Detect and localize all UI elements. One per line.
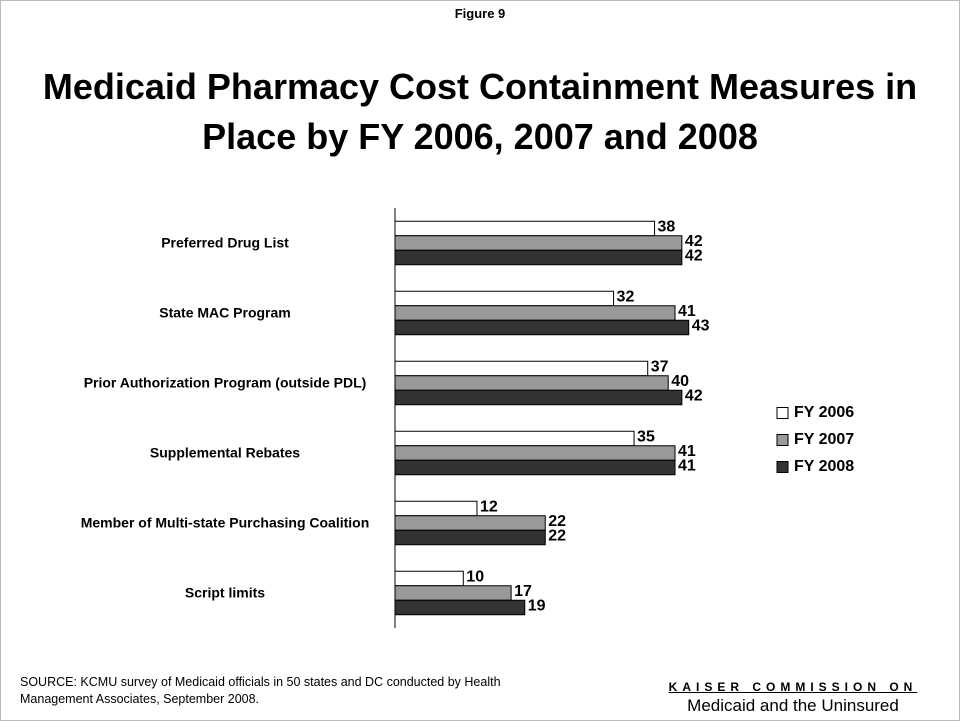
bar	[394, 430, 635, 447]
bar	[394, 220, 656, 237]
bar	[394, 500, 478, 517]
bar	[394, 290, 615, 307]
bar	[394, 585, 512, 601]
legend-label: FY 2008	[794, 458, 854, 475]
bar	[394, 235, 683, 251]
legend-label: FY 2007	[794, 431, 854, 448]
source-note: SOURCE: KCMU survey of Medicaid official…	[20, 675, 501, 706]
category-label: Preferred Drug List	[161, 234, 289, 251]
value-label: 22	[548, 513, 566, 530]
value-label: 42	[685, 233, 703, 250]
value-label: 41	[678, 458, 696, 475]
value-label: 12	[480, 499, 498, 516]
value-label: 41	[678, 303, 696, 320]
value-label: 32	[617, 289, 635, 306]
legend-swatch	[776, 461, 789, 473]
value-label: 35	[637, 429, 655, 446]
bar	[394, 599, 526, 616]
bar	[394, 360, 649, 377]
category-label: Prior Authorization Program (outside PDL…	[83, 374, 367, 391]
bar	[394, 529, 546, 546]
value-label: 40	[671, 373, 689, 390]
logo-bottom: Medicaid and the Uninsured	[687, 696, 899, 715]
bar	[394, 445, 676, 461]
legend-label: FY 2006	[794, 404, 854, 421]
bar	[394, 459, 676, 476]
category-label: Supplemental Rebates	[149, 444, 301, 461]
bar	[394, 570, 464, 587]
value-label: 37	[651, 359, 669, 376]
value-label: 42	[685, 388, 703, 405]
legend-swatch	[776, 434, 789, 446]
bar	[394, 249, 683, 266]
category-label: Member of Multi-state Purchasing Coaliti…	[80, 514, 370, 531]
legend-swatch	[776, 407, 789, 419]
category-label: State MAC Program	[159, 304, 291, 321]
value-label: 22	[548, 528, 566, 545]
value-label: 42	[685, 248, 703, 265]
value-label: 41	[678, 443, 696, 460]
figure-label: Figure 9	[454, 6, 506, 21]
value-label: 10	[466, 569, 484, 586]
bar	[394, 375, 669, 391]
value-label: 43	[692, 318, 710, 335]
value-label: 17	[514, 583, 532, 600]
category-label: Script limits	[184, 584, 266, 601]
value-label: 38	[658, 219, 676, 236]
chart-title: Medicaid Pharmacy Cost Containment Measu…	[42, 66, 918, 157]
value-label: 19	[528, 598, 546, 615]
logo-top: KAISER COMMISSION ON	[668, 680, 918, 694]
bar	[394, 515, 546, 531]
bar	[394, 319, 690, 336]
bar	[394, 389, 683, 406]
bar	[394, 305, 676, 321]
